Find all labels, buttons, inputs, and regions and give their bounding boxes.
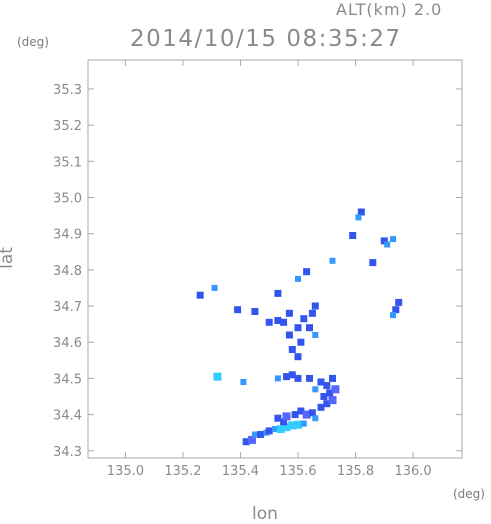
echo-cell	[349, 232, 357, 239]
echo-cell	[390, 312, 396, 319]
echo-cell	[291, 411, 299, 419]
echo-cell	[392, 306, 400, 314]
x-axis-ticks: 135.0 135.2 135.4 135.6 135.8 136.0	[107, 60, 432, 479]
echo-cell	[274, 414, 282, 422]
y-axis-ticks: 34.3 34.4 34.5 34.6 34.7 34.8 34.9 35.0 35.1 35.2…	[53, 83, 462, 460]
echo-cells	[196, 208, 403, 446]
echo-cell	[294, 324, 302, 332]
echo-cell	[288, 421, 297, 430]
echo-cell	[285, 331, 293, 339]
echo-cell	[294, 353, 302, 361]
y-axis-unit: (deg)	[17, 35, 49, 49]
echo-cell	[306, 324, 313, 332]
echo-cell	[283, 373, 290, 381]
y-tick-label: 34.5	[53, 372, 82, 387]
echo-cell	[384, 241, 391, 248]
echo-cell	[297, 338, 305, 346]
echo-cell	[288, 371, 296, 379]
y-tick-label: 34.4	[53, 409, 82, 424]
plot-frame	[87, 59, 463, 459]
echo-cell	[282, 423, 291, 432]
echo-cell	[276, 425, 285, 434]
echo-cell	[312, 332, 319, 338]
echo-cell	[211, 284, 218, 291]
echo-cell	[328, 396, 337, 405]
y-tick-label: 35.0	[53, 191, 82, 206]
echo-cell	[288, 346, 296, 353]
echo-cell	[295, 275, 301, 282]
x-tick-label: 136.0	[394, 464, 431, 479]
echo-cell	[274, 289, 282, 297]
y-tick-label: 34.9	[53, 228, 82, 243]
echo-cell	[308, 309, 316, 317]
echo-cell	[329, 257, 336, 264]
echo-cell	[357, 208, 365, 216]
echo-cell	[294, 374, 302, 382]
altitude-label: ALT(km) 2.0	[336, 0, 443, 19]
echo-cell	[390, 236, 396, 243]
echo-cell	[297, 407, 305, 415]
y-tick-label: 34.7	[53, 300, 82, 315]
echo-cell	[300, 315, 308, 323]
echo-cell	[369, 259, 377, 267]
echo-cell	[380, 237, 388, 245]
echo-cell	[274, 317, 282, 324]
echo-cell	[300, 420, 307, 427]
y-tick-label: 35.2	[53, 119, 82, 134]
x-axis-unit: (deg)	[453, 487, 485, 501]
echo-cell	[312, 386, 319, 393]
echo-cell	[317, 378, 325, 386]
echo-cell	[213, 372, 222, 381]
echo-cell	[323, 400, 331, 408]
echo-cell	[251, 431, 258, 438]
echo-cell	[234, 306, 242, 314]
echo-cell	[329, 374, 336, 382]
echo-cell	[302, 410, 311, 419]
echo-cell	[312, 415, 319, 422]
echo-cell	[272, 426, 278, 433]
echo-cell	[248, 435, 256, 444]
x-tick-label: 135.6	[279, 464, 316, 479]
y-tick-label: 34.3	[53, 445, 82, 460]
echo-cell	[251, 308, 259, 315]
echo-cell	[265, 318, 273, 326]
echo-cell	[323, 382, 331, 390]
echo-cell	[331, 385, 340, 394]
echo-cell	[308, 409, 316, 417]
echo-cell	[265, 427, 273, 435]
echo-cell	[280, 418, 288, 426]
echo-cell	[294, 420, 302, 429]
y-axis-label: lat	[0, 247, 17, 269]
echo-cell	[317, 403, 325, 411]
x-tick-label: 135.0	[107, 464, 144, 479]
x-tick-label: 135.8	[337, 464, 374, 479]
echo-cell	[355, 214, 362, 221]
x-tick-label: 135.2	[164, 464, 201, 479]
y-tick-label: 35.3	[53, 83, 82, 98]
echo-cell	[242, 438, 250, 446]
echo-cell	[282, 412, 291, 421]
echo-cell	[320, 393, 328, 400]
echo-cell	[274, 375, 281, 382]
y-tick-label: 34.6	[53, 336, 82, 351]
echo-cell	[311, 302, 319, 310]
echo-cell	[303, 268, 311, 276]
echo-cell	[395, 298, 403, 306]
echo-cell	[306, 374, 313, 382]
x-axis-label: lon	[252, 504, 278, 524]
echo-cell	[196, 291, 204, 299]
echo-cell	[240, 379, 247, 385]
echo-cell	[280, 318, 288, 326]
echo-cell	[326, 389, 334, 397]
echo-cell	[257, 431, 265, 438]
chart-timestamp: 2014/10/15 08:35:27	[130, 26, 402, 52]
y-tick-label: 35.1	[53, 155, 82, 170]
x-tick-label: 135.4	[222, 464, 259, 479]
y-tick-label: 34.8	[53, 264, 82, 279]
echo-cell	[285, 309, 293, 317]
